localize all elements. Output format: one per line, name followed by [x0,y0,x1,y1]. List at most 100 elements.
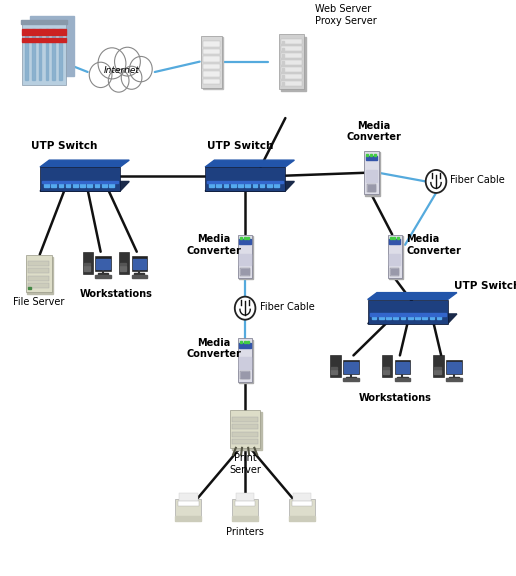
Bar [364,151,379,195]
Bar [28,260,49,266]
Bar [390,267,399,276]
Text: Workstations: Workstations [79,289,153,299]
Bar [239,357,251,369]
Bar [275,183,279,187]
Circle shape [115,47,140,76]
Bar [231,183,235,187]
Bar [203,49,220,54]
Bar [383,370,389,374]
Bar [120,266,126,271]
Bar [40,167,120,191]
Bar [247,237,249,240]
Bar [95,275,111,278]
Text: Internet: Internet [103,66,139,75]
Bar [281,74,302,78]
Bar [330,355,341,377]
Bar [393,237,395,240]
Text: Printers: Printers [226,527,264,537]
Bar [235,501,255,506]
Bar [447,362,461,373]
Bar [394,316,398,319]
Bar [95,183,99,187]
Bar [282,41,284,44]
Bar [232,412,262,449]
Bar [232,499,258,521]
Bar [391,268,398,274]
Bar [331,367,337,369]
Bar [446,378,462,381]
Bar [44,183,49,187]
Bar [292,501,312,506]
Bar [42,181,118,183]
Bar [429,316,434,319]
Bar [102,183,107,187]
Bar [397,237,399,240]
Bar [178,501,199,506]
Bar [241,268,249,274]
Bar [343,378,359,381]
Circle shape [235,297,255,320]
Bar [389,236,403,279]
Bar [433,355,444,377]
Bar [29,16,73,77]
Bar [244,237,246,240]
Bar [344,362,358,373]
Polygon shape [367,293,457,300]
Bar [28,275,49,281]
Bar [217,183,221,187]
Bar [132,275,147,278]
Bar [281,81,302,86]
Bar [372,316,377,319]
Bar [379,316,384,319]
Bar [32,29,35,80]
Bar [96,259,110,269]
Bar [382,355,392,377]
Bar [21,20,67,25]
Bar [267,183,271,187]
Bar [175,499,201,521]
Bar [120,263,126,265]
Bar [132,256,147,271]
Bar [240,371,250,380]
Bar [367,184,376,192]
Bar [134,273,144,275]
Bar [244,340,246,343]
Bar [203,64,220,69]
Bar [109,183,114,187]
Circle shape [121,66,142,89]
Polygon shape [40,181,129,191]
Bar [230,411,260,448]
Bar [374,154,376,156]
Bar [281,54,302,58]
Bar [119,252,129,274]
Bar [366,170,377,182]
Bar [58,183,63,187]
Text: Print
Server: Print Server [229,453,261,475]
Bar [415,316,420,319]
Bar [282,61,284,64]
Bar [238,183,243,187]
Bar [389,240,400,244]
Bar [346,377,356,379]
Bar [232,424,258,430]
Bar [28,283,49,288]
Text: Media
Converter: Media Converter [347,121,401,142]
Bar [28,268,49,273]
Bar [84,263,90,265]
Bar [238,338,252,382]
Bar [390,237,392,240]
Text: Web Server
Proxy Server: Web Server Proxy Server [315,4,377,26]
Bar [25,29,28,80]
Bar [247,340,249,343]
Text: File Server: File Server [13,297,64,306]
Bar [241,372,249,378]
Bar [366,154,368,156]
Bar [395,360,410,374]
Bar [260,183,264,187]
Polygon shape [205,160,294,167]
Text: UTP Switch: UTP Switch [454,281,516,291]
Bar [201,36,222,88]
Bar [289,516,315,521]
Bar [232,439,258,445]
Bar [281,46,302,51]
